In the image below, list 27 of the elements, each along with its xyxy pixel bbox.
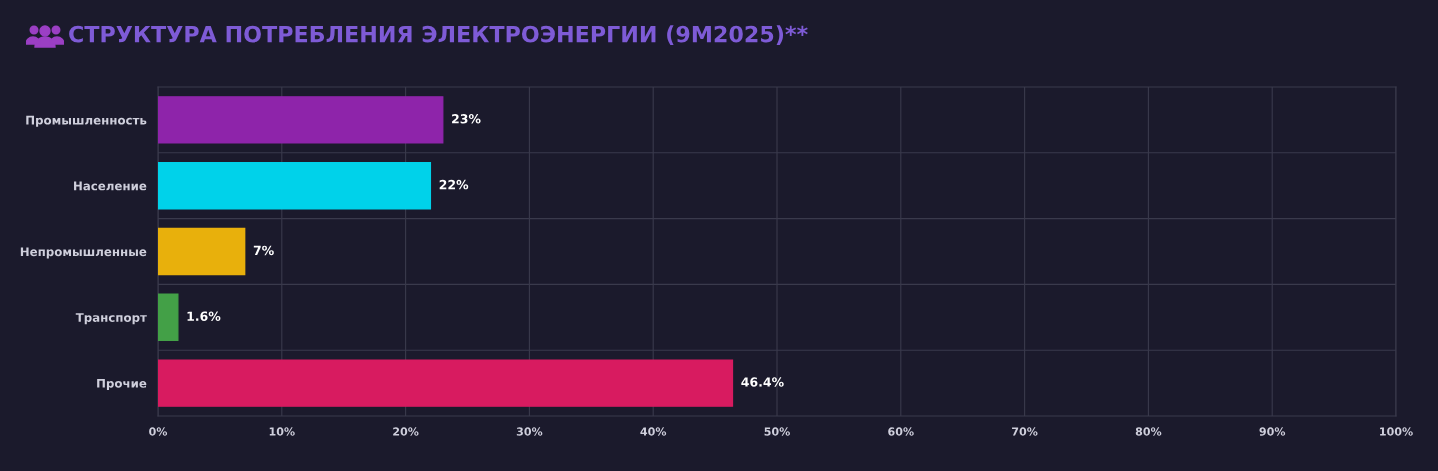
x-tick-label: 10% xyxy=(269,427,295,436)
x-tick-label: 90% xyxy=(1259,427,1286,436)
x-tick-label: 30% xyxy=(516,427,543,436)
bar xyxy=(158,161,432,210)
data-label: 7% xyxy=(253,245,274,256)
bar xyxy=(158,96,444,144)
y-tick-label: Транспорт xyxy=(75,313,147,325)
x-tick-label: 20% xyxy=(393,427,419,436)
x-tick-label: 50% xyxy=(764,427,790,436)
bar xyxy=(158,359,734,407)
y-tick-label: Промышленность xyxy=(26,115,147,127)
data-label: 46.4% xyxy=(741,377,784,387)
bar xyxy=(158,227,246,276)
x-tick-label: 100% xyxy=(1380,427,1413,436)
x-tick-label: 40% xyxy=(640,427,667,436)
y-tick-label: Прочие xyxy=(97,378,147,391)
x-tick-label: 60% xyxy=(888,427,914,436)
chart-title: СТРУКТУРА ПОТРЕБЛЕНИЯ ЭЛЕКТРОЭНЕРГИИ (9М2025)** xyxy=(69,25,808,46)
x-tick-label: 0% xyxy=(149,427,168,436)
data-label: 1.6% xyxy=(187,311,221,321)
x-tick-label: 80% xyxy=(1135,427,1162,436)
y-tick-label: Непромышленные xyxy=(20,247,147,259)
x-tick-label: 70% xyxy=(1012,427,1038,436)
y-tick-label: Население xyxy=(74,181,147,191)
data-label: 22% xyxy=(439,179,469,190)
data-label: 23% xyxy=(452,114,481,124)
bar xyxy=(158,293,179,342)
